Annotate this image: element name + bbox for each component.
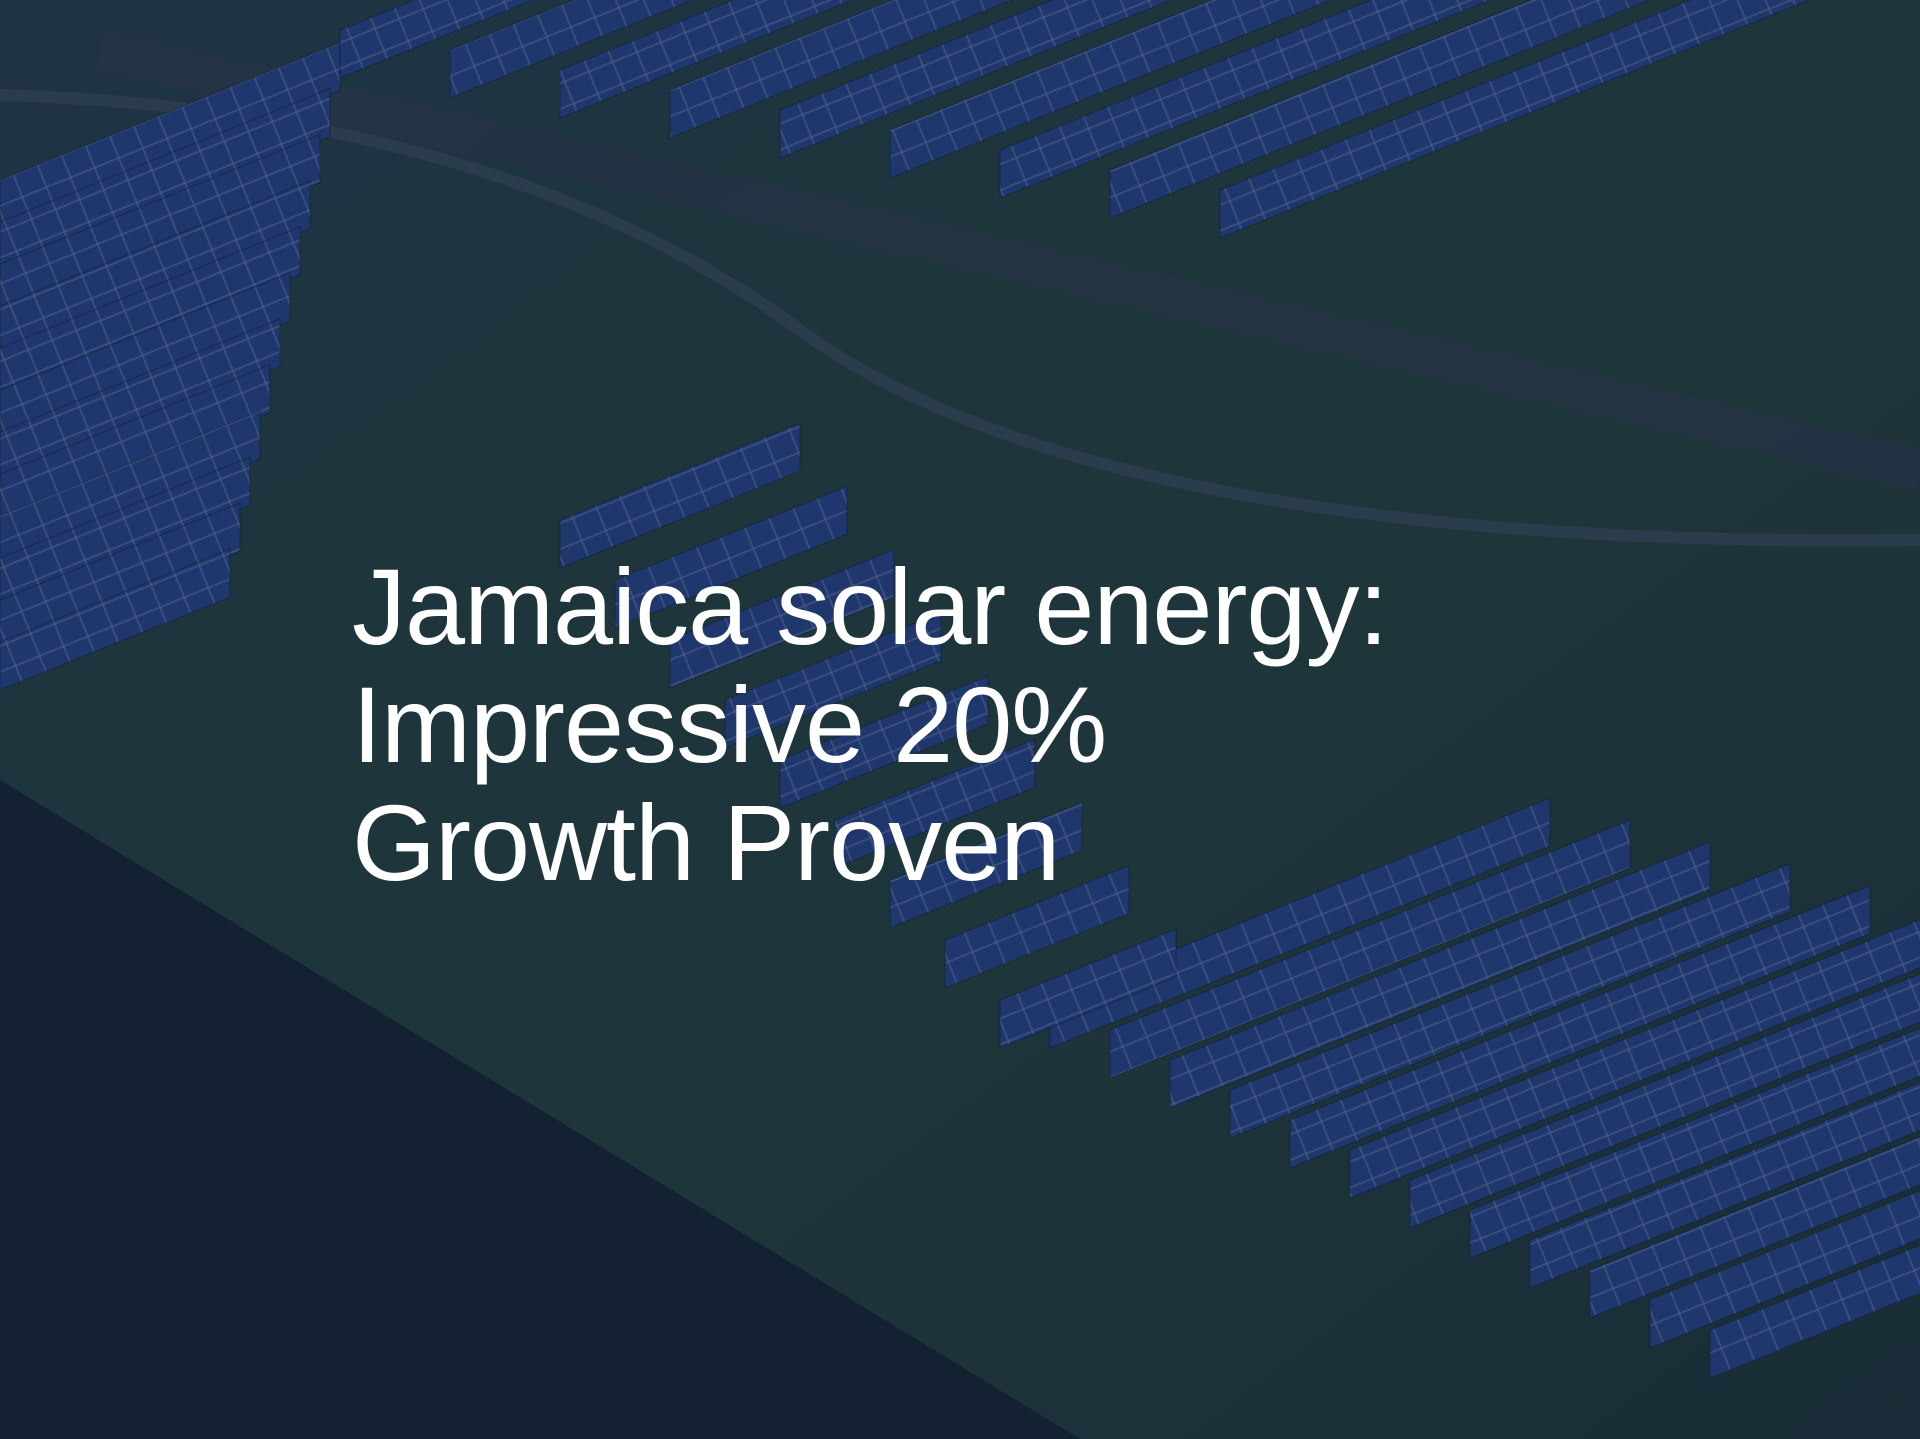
solar-panel-row — [1109, 819, 1631, 1079]
solar-panel-row — [0, 87, 331, 271]
solar-panel-row — [0, 133, 321, 313]
solar-panel-row — [0, 226, 301, 397]
solar-panel-row — [0, 41, 341, 229]
solar-panel-row — [339, 0, 535, 79]
dark-field — [0, 780, 1080, 1439]
solar-panel-row — [1289, 884, 1871, 1169]
solar-panel-row — [1219, 0, 1811, 239]
solar-panel-row — [0, 180, 311, 355]
solar-panel-row — [889, 0, 1332, 179]
solar-panel-row — [0, 272, 291, 439]
hero-title-line-3: Growth Proven — [352, 782, 1060, 903]
solar-panel-row — [1709, 1244, 1920, 1379]
solar-panel-row — [0, 502, 241, 649]
solar-panel-row — [1109, 0, 1651, 219]
solar-panel-row — [0, 318, 281, 481]
hero-title-line-1: Jamaica solar energy: — [352, 546, 1388, 667]
solar-panel-row — [999, 928, 1177, 1049]
solar-panel-row — [0, 410, 261, 565]
hero-title: Jamaica solar energy: Impressive 20% Gro… — [352, 546, 1388, 903]
solar-panel-row — [1649, 1190, 1920, 1349]
solar-panel-row — [1469, 1027, 1920, 1259]
solar-panel-row — [0, 456, 251, 607]
solar-panel-row — [0, 548, 231, 691]
solar-panel-row — [1349, 919, 1920, 1199]
solar-panel-row — [1049, 797, 1551, 1049]
solar-panel-row — [834, 738, 1036, 869]
solar-panel-row — [559, 422, 801, 569]
solar-panel-row — [1529, 1081, 1920, 1289]
solar-panel-row — [1169, 841, 1711, 1109]
solar-panel-row — [669, 0, 1013, 139]
solar-panel-row — [944, 864, 1130, 989]
solar-panel-row — [779, 0, 1173, 159]
railway-track — [95, 30, 1920, 490]
solar-panel-row — [889, 801, 1083, 929]
solar-panel-row — [1229, 863, 1791, 1139]
solar-panel-rows — [0, 0, 1920, 1379]
solar-panel-row — [724, 611, 942, 749]
solar-panel-row — [0, 364, 271, 523]
solar-panel-row — [559, 0, 854, 119]
solar-panel-row — [1409, 973, 1920, 1229]
solar-panel-row — [1589, 1136, 1920, 1319]
solar-panel-row — [449, 0, 694, 99]
solar-panel-row — [614, 485, 848, 629]
solar-panel-row — [669, 548, 895, 689]
solar-panel-row — [779, 675, 989, 809]
solar-panel-row — [999, 0, 1492, 199]
hero-title-line-2: Impressive 20% — [352, 664, 1107, 785]
